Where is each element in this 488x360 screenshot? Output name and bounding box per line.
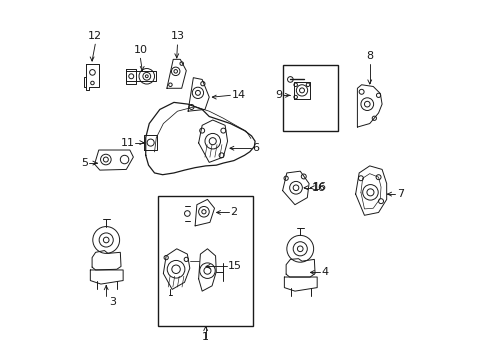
Text: 13: 13 (170, 31, 184, 41)
Text: 14: 14 (231, 90, 245, 100)
Text: 9: 9 (274, 90, 281, 100)
Text: 6: 6 (252, 143, 259, 153)
Text: 15: 15 (227, 261, 242, 271)
Text: 4: 4 (321, 267, 328, 278)
Bar (158, 196, 253, 327)
Text: 5: 5 (81, 158, 88, 168)
Text: 8: 8 (366, 51, 372, 61)
Text: 2: 2 (230, 207, 237, 217)
Text: 12: 12 (88, 31, 102, 41)
Text: 10: 10 (133, 45, 147, 55)
Text: 7: 7 (396, 189, 403, 199)
Bar (283, 66, 337, 131)
Text: 16: 16 (312, 183, 325, 193)
Text: 16: 16 (312, 182, 326, 192)
Text: 1: 1 (202, 332, 209, 342)
Text: 11: 11 (120, 138, 134, 148)
Text: 3: 3 (108, 297, 116, 307)
